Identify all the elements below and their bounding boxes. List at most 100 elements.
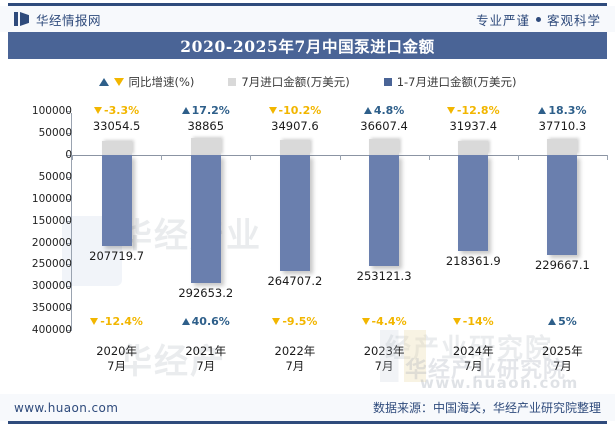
title-band: 2020-2025年7月中国泵进口金额 (8, 32, 607, 59)
bar-cumulative-import[interactable] (279, 155, 310, 271)
growth-label-cumulative: 5% (517, 315, 607, 328)
bar-cumulative-import[interactable] (369, 155, 400, 266)
growth-value-month: 17.2% (191, 104, 230, 117)
y-axis-tick (66, 111, 71, 113)
x-axis-category-label: 2025年 7月 (522, 344, 602, 374)
category-label-line: 2022年 (274, 344, 316, 358)
x-axis-tick (250, 155, 252, 160)
growth-label-cumulative: -4.4% (339, 315, 429, 328)
y-axis-tick-label: 400000 (31, 324, 72, 336)
triangle-up-icon (181, 318, 190, 325)
y-axis-tick-label: 100000 (31, 105, 72, 118)
y-axis-tick-label: 350000 (31, 302, 72, 315)
triangle-up-icon (363, 107, 372, 114)
triangle-down-icon (452, 318, 461, 325)
growth-label-month: -10.2% (250, 104, 340, 117)
growth-value-cumulative: -9.5% (282, 315, 318, 328)
value-label-month: 34907.6 (271, 119, 319, 133)
bar-month-import[interactable] (101, 140, 132, 155)
value-label-cumulative: 218361.9 (445, 253, 501, 268)
bar-cumulative-import[interactable] (458, 155, 489, 251)
y-axis-tick (66, 242, 71, 244)
triangle-up-icon (538, 107, 547, 114)
category-label-line: 7月 (463, 359, 483, 373)
y-axis-line (71, 113, 72, 331)
triangle-down-icon (113, 78, 124, 86)
footer-source: 数据来源：中国海关，华经产业研究院整理 (372, 401, 601, 415)
y-axis: 100000 50000 0 50000 100000 150000 200000 25000… (0, 96, 72, 336)
category-label-line: 2021年 (185, 344, 227, 358)
bar-cumulative-import[interactable] (547, 155, 578, 256)
chart-legend: 同比增速(%) 7月进口金额(万美元) 1-7月进口金额(万美元) (0, 70, 615, 94)
bar-cumulative-import[interactable] (101, 155, 132, 246)
bar-cumulative-import[interactable] (190, 155, 221, 284)
x-axis-category-labels: 2020年 7月 2021年 7月 2022年 7月 2023年 7月 2024年 7月 2025年… (72, 344, 607, 384)
category-label-line: 7月 (196, 359, 216, 373)
page-footer: www.huaon.com 数据来源：中国海关，华经产业研究院整理 (0, 394, 615, 421)
value-label-month: 36607.4 (360, 119, 408, 133)
x-axis-tick (161, 155, 163, 160)
page-title: 2020-2025年7月中国泵进口金额 (180, 36, 435, 56)
header-slogan: 专业严谨 客观科学 (476, 10, 601, 29)
bar-month-import[interactable] (369, 138, 400, 155)
legend-item-growth[interactable]: 同比增速(%) (98, 74, 194, 90)
x-axis-tick (428, 155, 430, 160)
growth-value-cumulative: -14% (462, 315, 494, 328)
bar-month-import[interactable] (190, 138, 221, 155)
y-axis-tick-label: 0 (65, 149, 72, 161)
category-label-line: 2024年 (452, 344, 494, 358)
legend-item-month[interactable]: 7月进口金额(万美元) (228, 74, 350, 90)
y-axis-tick (66, 198, 71, 200)
x-axis-category-label: 2024年 7月 (433, 344, 513, 374)
y-axis-tick (66, 220, 71, 222)
gray-square-icon (228, 78, 237, 86)
growth-value-month: 4.8% (373, 104, 405, 117)
value-label-month: 38865 (187, 119, 225, 133)
growth-value-cumulative: 40.6% (191, 315, 230, 328)
growth-value-cumulative: 5% (558, 315, 577, 328)
top-accent-rule (8, 3, 607, 6)
y-axis-tick (66, 330, 71, 331)
x-axis-category-label: 2020年 7月 (77, 344, 157, 374)
value-label-cumulative: 264707.2 (267, 273, 323, 288)
growth-label-month: -12.8% (428, 104, 518, 117)
growth-value-month: -3.3% (104, 104, 140, 117)
growth-label-month: 4.8% (339, 104, 429, 117)
blue-square-icon (383, 78, 392, 86)
triangle-down-icon (94, 107, 103, 114)
bar-month-import[interactable] (547, 138, 578, 155)
x-axis-category-label: 2021年 7月 (166, 344, 246, 374)
growth-label-month: 17.2% (161, 104, 251, 117)
growth-label-cumulative: -9.5% (250, 315, 340, 328)
growth-label-cumulative: -14% (428, 315, 518, 328)
footer-url[interactable]: www.huaon.com (14, 400, 119, 415)
bar-month-import[interactable] (279, 139, 310, 155)
zero-baseline (71, 154, 607, 156)
growth-label-cumulative: -12.4% (72, 315, 162, 328)
value-label-month: 31937.4 (449, 119, 498, 133)
category-label-line: 7月 (552, 359, 572, 373)
growth-value-month: -10.2% (278, 104, 322, 117)
growth-value-cumulative: -4.4% (371, 315, 407, 328)
growth-value-month: 18.3% (548, 104, 587, 117)
category-label-line: 2025年 (542, 344, 583, 358)
legend-item-cumulative[interactable]: 1-7月进口金额(万美元) (383, 74, 516, 90)
y-axis-tick (66, 308, 71, 310)
x-axis-tick (517, 155, 519, 160)
y-axis-tick (66, 176, 71, 178)
growth-value-cumulative: -12.4% (100, 315, 143, 328)
category-label-line: 7月 (374, 359, 394, 373)
value-label-month: 37710.3 (538, 119, 587, 133)
y-axis-tick (66, 286, 71, 288)
y-axis-tick-label: 150000 (31, 214, 72, 227)
y-axis-tick-label: 300000 (31, 280, 72, 293)
y-axis-tick (66, 133, 71, 135)
chart-plot-area: 华经产业 华经产 经产业研究院 100000500000500001000001… (0, 96, 615, 392)
bar-month-import[interactable] (458, 141, 489, 155)
y-axis-tick-label: 200000 (31, 236, 72, 249)
legend-label-month: 7月进口金额(万美元) (241, 75, 350, 89)
value-label-month: 33054.5 (92, 119, 141, 133)
page-header: 华经情报网 专业严谨 客观科学 (0, 6, 615, 32)
y-axis-tick (66, 264, 71, 266)
